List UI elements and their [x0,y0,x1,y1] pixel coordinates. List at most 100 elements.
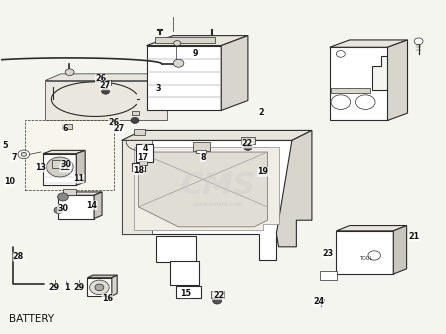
Text: 26: 26 [95,74,106,84]
Text: 29: 29 [73,283,84,292]
Text: 2: 2 [258,108,264,117]
Bar [330,88,370,93]
Text: 15: 15 [180,289,191,298]
Text: TOOL: TOOL [359,256,372,261]
Circle shape [95,284,104,291]
Text: 27: 27 [99,81,111,90]
Bar [43,154,76,185]
Polygon shape [393,225,407,274]
Polygon shape [330,47,388,121]
Text: 22: 22 [242,139,253,148]
Bar [132,163,145,171]
Circle shape [131,118,139,124]
Text: 18: 18 [133,166,144,175]
Polygon shape [122,130,312,140]
Text: 10: 10 [4,177,15,186]
Text: 30: 30 [58,204,68,213]
Polygon shape [112,275,117,296]
Bar [136,144,153,162]
Text: 1: 1 [64,283,69,292]
Bar [211,291,224,298]
Polygon shape [45,74,183,80]
Text: 13: 13 [35,163,46,172]
Text: 22: 22 [213,291,224,300]
Text: 28: 28 [13,252,24,261]
Bar [169,261,198,285]
Polygon shape [388,40,408,121]
Bar [155,37,215,43]
Circle shape [213,297,222,304]
Bar [25,121,114,190]
Bar [193,142,210,151]
Circle shape [331,95,351,110]
Circle shape [102,88,110,94]
Text: 21: 21 [409,232,420,241]
Bar [104,80,111,85]
Circle shape [244,144,252,150]
Bar [196,150,206,153]
Bar [320,271,337,280]
Text: 30: 30 [61,160,72,169]
Bar [241,137,255,144]
Bar [132,111,140,115]
Polygon shape [221,36,248,111]
Circle shape [21,152,26,156]
Circle shape [18,150,29,159]
Text: 9: 9 [193,49,198,58]
Polygon shape [87,275,117,278]
Text: 4: 4 [142,144,148,153]
Bar [156,236,196,262]
Circle shape [90,280,109,295]
Text: 16: 16 [102,294,113,303]
Polygon shape [330,40,408,47]
Text: 17: 17 [137,153,149,162]
Bar [147,46,221,111]
Circle shape [58,193,68,201]
Circle shape [414,38,423,45]
Circle shape [173,41,181,46]
Circle shape [336,50,345,57]
Text: 19: 19 [257,167,268,176]
Text: CMS: CMS [181,171,256,200]
Text: 14: 14 [87,201,97,210]
Text: 23: 23 [322,249,333,258]
Polygon shape [134,147,279,230]
Polygon shape [147,36,248,46]
Circle shape [173,59,184,67]
Bar [62,124,72,129]
Polygon shape [45,80,167,121]
Text: BATTERY: BATTERY [9,314,54,324]
Polygon shape [122,140,152,233]
Circle shape [355,95,375,110]
Polygon shape [277,130,312,247]
Bar [63,189,76,195]
Text: 26: 26 [108,118,120,127]
Text: 8: 8 [200,153,206,162]
Text: www.cmsnl.com: www.cmsnl.com [193,202,244,207]
Bar [336,231,393,274]
Text: 7: 7 [11,153,17,162]
Bar [77,285,81,287]
Bar [53,285,57,287]
Bar [176,286,201,298]
Circle shape [317,297,324,303]
Polygon shape [336,225,407,231]
Bar [58,195,94,218]
Text: 24: 24 [313,297,324,306]
Polygon shape [122,140,292,260]
Text: 27: 27 [113,124,124,133]
Polygon shape [94,192,102,218]
Polygon shape [139,152,268,227]
Text: 5: 5 [2,141,8,150]
Bar [134,129,145,135]
Circle shape [368,251,380,260]
Bar [52,160,67,168]
Bar [139,161,147,165]
Text: 3: 3 [156,85,161,93]
Bar [87,278,112,296]
Text: 11: 11 [73,174,84,183]
Text: 29: 29 [49,283,60,292]
Text: 12: 12 [60,163,71,172]
Circle shape [65,69,74,75]
Circle shape [54,207,63,213]
